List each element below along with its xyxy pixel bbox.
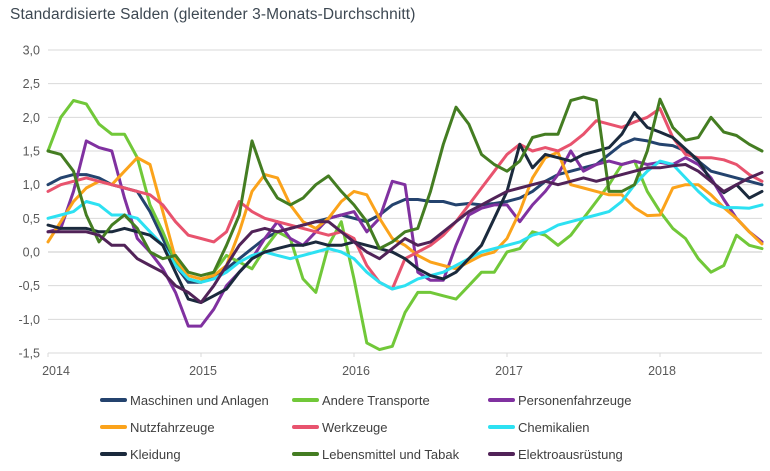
- y-tick-label: 0,5: [23, 212, 40, 226]
- y-tick-label: 3,0: [23, 44, 40, 58]
- y-tick-label: 1,0: [23, 178, 40, 192]
- legend-item-lebensmittel-und-tabak: Lebensmittel und Tabak: [292, 446, 459, 462]
- legend-item-werkzeuge: Werkzeuge: [292, 419, 388, 435]
- legend-swatch: [488, 452, 515, 456]
- legend-item-andere-transporte: Andere Transporte: [292, 392, 430, 408]
- legend-item-nutzfahrzeuge: Nutzfahrzeuge: [100, 419, 215, 435]
- legend-label: Personenfahrzeuge: [518, 392, 632, 408]
- legend-item-kleidung: Kleidung: [100, 446, 181, 462]
- y-tick-label: -1,0: [18, 313, 40, 327]
- legend-item-chemikalien: Chemikalien: [488, 419, 590, 435]
- x-tick-label: 2015: [189, 364, 217, 378]
- legend-item-elektroausr-stung: Elektroausrüstung: [488, 446, 623, 462]
- series-line-elektroausr-stung: [46, 163, 764, 304]
- legend-label: Lebensmittel und Tabak: [322, 446, 460, 462]
- chart-title: Standardisierte Salden (gleitender 3-Mon…: [10, 6, 416, 23]
- y-tick-label: 2,0: [23, 111, 40, 125]
- y-tick-label: -1,5: [18, 347, 40, 361]
- series-line-maschinen-und-anlagen: [46, 137, 764, 284]
- series-line-nutzfahrzeuge: [46, 150, 764, 281]
- legend-label: Chemikalien: [518, 419, 590, 435]
- legend-label: Nutzfahrzeuge: [130, 419, 215, 435]
- x-tick-label: 2018: [648, 364, 676, 378]
- legend-swatch: [292, 425, 319, 429]
- legend-item-maschinen-und-anlagen: Maschinen und Anlagen: [100, 392, 269, 408]
- series-line-lebensmittel-und-tabak: [46, 95, 764, 278]
- legend-swatch: [488, 398, 515, 402]
- legend-item-personenfahrzeuge: Personenfahrzeuge: [488, 392, 631, 408]
- y-tick-label: 0,0: [23, 246, 40, 260]
- legend-label: Maschinen und Anlagen: [130, 392, 269, 408]
- legend-label: Elektroausrüstung: [518, 446, 623, 462]
- x-tick-label: 2016: [342, 364, 370, 378]
- legend-swatch: [100, 452, 127, 456]
- series-line-kleidung: [46, 111, 764, 304]
- legend-swatch: [100, 425, 127, 429]
- legend-swatch: [100, 398, 127, 402]
- legend-label: Kleidung: [130, 446, 181, 462]
- y-tick-label: 1,5: [23, 145, 40, 159]
- y-tick-label: -0,5: [18, 279, 40, 293]
- x-tick-label: 2014: [42, 364, 70, 378]
- x-tick-label: 2017: [495, 364, 523, 378]
- y-tick-label: 2,5: [23, 77, 40, 91]
- legend-swatch: [292, 452, 319, 456]
- series-line-andere-transporte: [46, 99, 764, 352]
- legend-swatch: [488, 425, 515, 429]
- legend-label: Werkzeuge: [322, 419, 388, 435]
- legend-swatch: [292, 398, 319, 402]
- legend-label: Andere Transporte: [322, 392, 430, 408]
